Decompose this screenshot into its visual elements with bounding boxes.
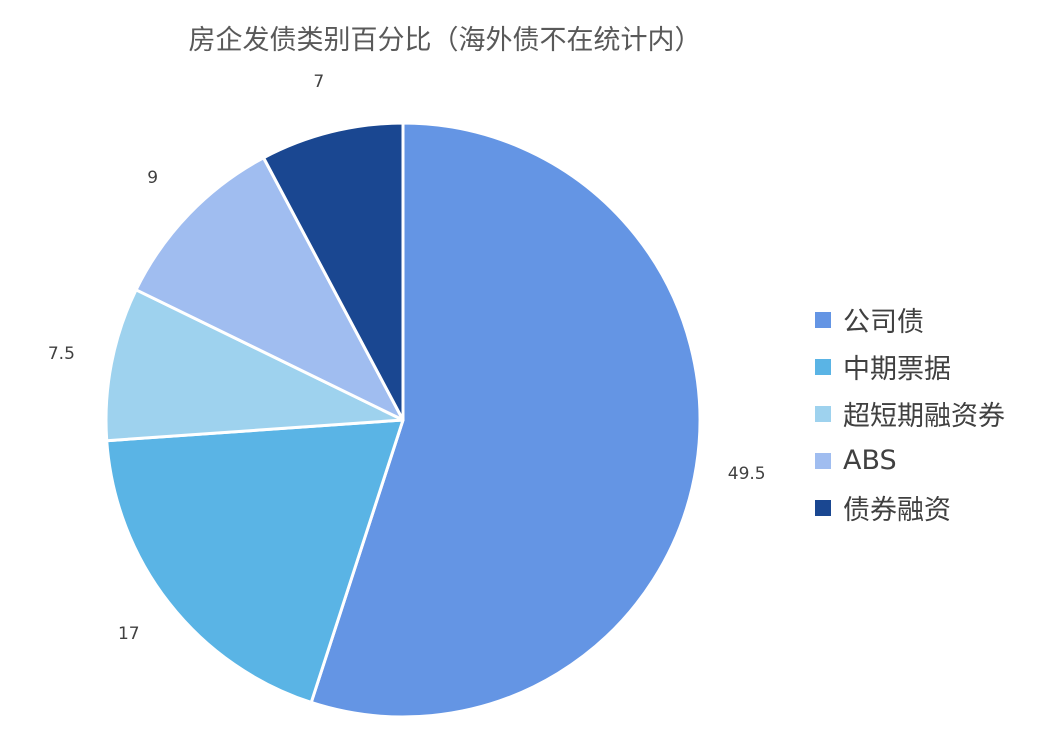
legend-swatch bbox=[815, 452, 831, 469]
legend-label: 公司债 bbox=[843, 307, 924, 338]
legend-label: 超短期融资券 bbox=[843, 401, 1005, 432]
pie-slice-2 bbox=[105, 418, 405, 704]
legend-swatch bbox=[815, 405, 831, 422]
data-label-3: 7.5 bbox=[47, 343, 75, 364]
pie-slice-3 bbox=[104, 288, 405, 443]
legend-label: ABS bbox=[843, 445, 897, 476]
legend-item-3: 超短期融资券 bbox=[815, 390, 1005, 437]
legend: 公司债中期票据超短期融资券 ABS 债券融资 bbox=[815, 296, 1005, 531]
legend-swatch bbox=[815, 358, 831, 375]
legend-item-1: 公司债 bbox=[815, 296, 1005, 343]
legend-swatch bbox=[815, 499, 831, 516]
data-label-2: 17 bbox=[117, 624, 140, 645]
data-label-1: 49.5 bbox=[727, 464, 766, 485]
pie-slice-5 bbox=[262, 121, 405, 422]
pie-slice-1 bbox=[309, 121, 702, 719]
legend-label: 债券融资 bbox=[843, 495, 951, 526]
data-label-4: 9 bbox=[147, 168, 159, 189]
legend-label: 中期票据 bbox=[843, 354, 951, 385]
legend-swatch bbox=[815, 311, 831, 328]
legend-item-5: 债券融资 bbox=[815, 484, 1005, 531]
pie-slice-4 bbox=[134, 156, 405, 422]
chart-title: 房企发债类别百分比（海外债不在统计内） bbox=[188, 25, 702, 56]
legend-item-2: 中期票据 bbox=[815, 343, 1005, 390]
legend-item-4: ABS bbox=[815, 437, 1005, 484]
data-label-5: 7 bbox=[313, 72, 325, 93]
